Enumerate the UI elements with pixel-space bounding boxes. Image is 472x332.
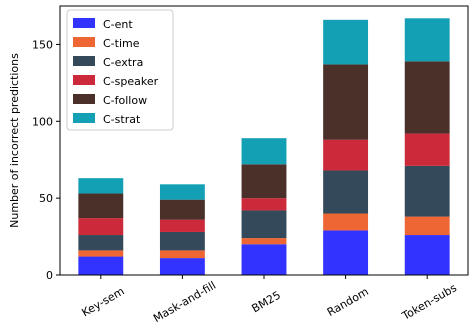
x-tick-label: Random [325,285,371,319]
legend-label-c-time: C-time [103,37,140,50]
bar-token-subs-c-follow [404,61,450,134]
bar-mask-and-fill-c-extra [159,231,205,251]
bar-token-subs-c-ent [404,235,450,275]
bars-layer [78,18,450,275]
bar-bm25-c-speaker [241,198,287,211]
y-tick-label: 100 [32,115,53,128]
y-axis-label: Number of incorrect predictions [8,53,21,228]
x-tick-label: Token-subs [399,281,459,323]
x-tick-label: BM25 [250,289,283,316]
plot-frame [59,5,469,276]
bar-token-subs-c-extra [404,165,450,217]
bar-key-sem-c-speaker [78,218,124,236]
legend-swatch-c-speaker [73,75,95,85]
legend-label-c-ent: C-ent [103,18,133,31]
legend-label-c-speaker: C-speaker [103,75,159,88]
bar-key-sem-c-time [78,250,124,257]
bar-key-sem-c-ent [78,256,124,275]
bar-random-c-speaker [323,139,369,171]
bar-mask-and-fill-c-strat [159,184,205,200]
bar-token-subs-c-strat [404,18,450,62]
bar-token-subs-c-time [404,216,450,236]
bar-mask-and-fill-c-follow [159,199,205,220]
bar-mask-and-fill-c-time [159,250,205,259]
bar-random-c-strat [323,19,369,65]
legend-swatch-c-time [73,37,95,47]
bar-random-c-follow [323,64,369,140]
x-tick-label: Key-sem [79,285,126,320]
bar-bm25-c-strat [241,138,287,165]
bar-key-sem-c-extra [78,235,124,251]
bar-bm25-c-ent [241,244,287,275]
legend-label-c-strat: C-strat [103,113,141,126]
bar-key-sem-c-strat [78,178,124,194]
bar-bm25-c-follow [241,164,287,199]
legend-label-c-extra: C-extra [103,56,143,69]
legend-swatch-c-follow [73,94,95,104]
bar-random-c-time [323,213,369,231]
legend: C-ent C-time C-extra C-speaker C-follow C-str… [66,9,174,131]
bar-bm25-c-time [241,238,287,245]
legend-label-c-follow: C-follow [103,94,147,107]
y-tick-label: 50 [39,192,53,205]
legend-swatch-c-ent [73,18,95,28]
legend-swatch-c-extra [73,56,95,66]
bar-mask-and-fill-c-ent [159,258,205,275]
y-tick-label: 150 [32,38,53,51]
y-tick-label: 0 [46,269,53,282]
x-tick-label: Mask-and-fill [151,279,218,325]
bar-mask-and-fill-c-speaker [159,219,205,232]
bar-bm25-c-extra [241,210,287,239]
legend-swatch-c-strat [73,113,95,123]
bar-key-sem-c-follow [78,193,124,219]
bar-token-subs-c-speaker [404,133,450,166]
bar-random-c-ent [323,230,369,275]
bar-random-c-extra [323,170,369,214]
